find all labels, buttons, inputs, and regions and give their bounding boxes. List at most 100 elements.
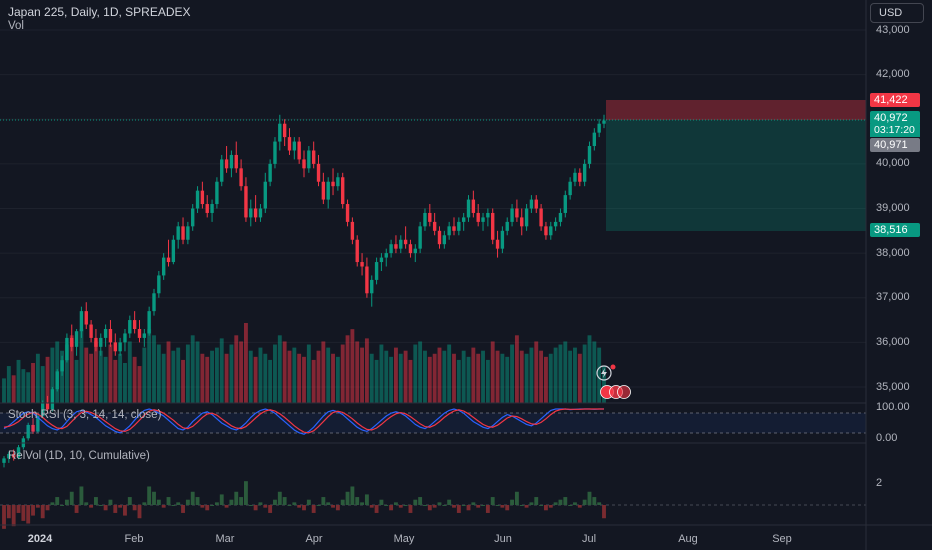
volume-bar xyxy=(592,341,597,403)
take-profit-zone[interactable] xyxy=(606,120,866,231)
relvol-bar xyxy=(519,505,524,506)
volume-bar xyxy=(331,353,335,403)
candle xyxy=(602,114,606,129)
relvol-bar xyxy=(253,505,258,511)
volume-bar xyxy=(273,344,277,403)
candle xyxy=(408,239,413,258)
y-tick-36000: 36,000 xyxy=(876,336,910,348)
candle xyxy=(118,337,122,356)
currency-button[interactable]: USD xyxy=(870,3,924,23)
relvol-bar xyxy=(577,505,582,508)
volume-bar xyxy=(577,353,582,403)
relvol-bar xyxy=(26,505,31,524)
relvol-bar xyxy=(205,505,210,511)
candle xyxy=(428,204,432,227)
volume-bar xyxy=(224,353,229,403)
candle xyxy=(65,333,69,363)
candle xyxy=(587,141,592,169)
relvol-bar xyxy=(31,505,35,516)
candle xyxy=(84,302,88,329)
stop-loss-price-label[interactable]: 41,422 xyxy=(870,93,920,107)
volume-bar xyxy=(553,347,558,403)
volume-bar xyxy=(6,366,11,403)
volume-bar xyxy=(481,350,485,403)
y-tick-38000: 38,000 xyxy=(876,247,910,259)
volume-bar xyxy=(505,356,510,403)
x-tick-jun: Jun xyxy=(494,533,512,545)
relvol-bar xyxy=(176,502,181,505)
volume-bar xyxy=(514,335,519,403)
volume-bar xyxy=(355,341,360,403)
volume-bar xyxy=(137,366,142,403)
x-tick-mar: Mar xyxy=(215,533,235,545)
volume-bar xyxy=(142,347,147,403)
last-price-label: 40,972 xyxy=(870,111,920,125)
volume-bar xyxy=(539,350,544,403)
symbol-title[interactable]: Japan 225, Daily, 1D, SPREADEX xyxy=(8,5,191,19)
relvol-bar xyxy=(60,505,64,506)
alert-icons[interactable] xyxy=(596,364,631,399)
volume-bar xyxy=(394,347,398,403)
candle xyxy=(229,150,234,178)
relvol-bar xyxy=(495,505,500,506)
candle xyxy=(200,181,205,209)
candle xyxy=(457,217,461,236)
relvol-bar xyxy=(214,502,219,505)
countdown-label: 03:17:20 xyxy=(870,124,920,137)
volume-bar xyxy=(534,341,539,403)
relvol-bar xyxy=(514,491,519,505)
volume-bar xyxy=(89,353,94,403)
volume-bar xyxy=(597,347,602,403)
relvol-label[interactable]: RelVol (1D, 10, Cumulative) xyxy=(8,450,150,462)
volume-bar xyxy=(345,335,350,403)
relvol-bar xyxy=(185,499,190,505)
candle xyxy=(374,257,379,285)
candle xyxy=(79,306,84,338)
relvol-bar xyxy=(587,491,592,505)
volume-bar xyxy=(282,341,287,403)
relvol-bar xyxy=(442,505,447,506)
relvol-bar xyxy=(2,505,6,529)
candle xyxy=(355,235,359,267)
relvol-bar xyxy=(398,505,403,508)
volume-bar xyxy=(26,372,31,403)
candle xyxy=(132,311,137,334)
relvol-bar xyxy=(244,481,248,505)
volume-bar xyxy=(181,359,185,403)
volume-bar xyxy=(379,344,384,403)
volume-bar xyxy=(200,353,205,403)
relvol-bar xyxy=(374,505,379,513)
stoch-rsi-label[interactable]: Stoch RSI (3, 3, 14, 14, close) xyxy=(8,409,162,421)
candle xyxy=(568,177,572,200)
relvol-bar xyxy=(553,502,558,505)
volume-bar xyxy=(573,347,577,403)
volume-label[interactable]: Vol xyxy=(8,20,24,32)
take-profit-price-label[interactable]: 38,516 xyxy=(870,223,920,237)
relvol-bar xyxy=(195,497,200,505)
relvol-bar xyxy=(379,499,384,505)
volume-bar xyxy=(11,375,16,403)
volume-bar xyxy=(398,353,403,403)
candle xyxy=(60,355,64,376)
volume-bar xyxy=(544,356,548,403)
relvol-bar xyxy=(118,505,123,508)
relvol-bar xyxy=(471,502,476,505)
relvol-bar xyxy=(335,505,340,511)
volume-bar xyxy=(568,350,573,403)
relvol-bar xyxy=(369,505,374,508)
candle xyxy=(205,195,209,218)
candle xyxy=(249,199,253,227)
candle xyxy=(389,239,393,258)
candle xyxy=(466,195,471,222)
relvol-bar xyxy=(127,497,132,505)
relvol-bar xyxy=(282,497,287,505)
stop-loss-zone[interactable] xyxy=(606,100,866,120)
relvol-bar xyxy=(79,486,84,505)
relvol-bar xyxy=(447,499,452,505)
relvol-bar xyxy=(103,505,108,511)
relvol-bar xyxy=(321,497,326,505)
relvol-bar xyxy=(364,494,369,505)
volume-bar xyxy=(519,350,524,403)
relvol-bar xyxy=(35,505,40,508)
